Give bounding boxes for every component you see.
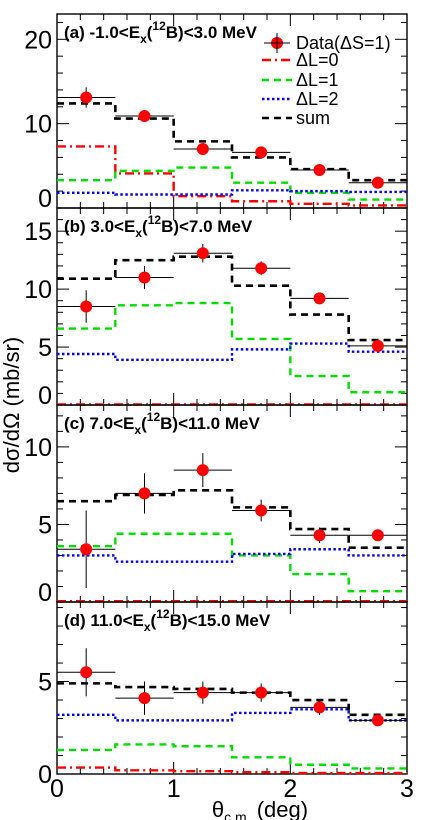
data-point [138,110,151,123]
y-tick-label: 10 [24,276,52,304]
x-axis-label: θc.m. (deg) [212,797,308,820]
data-point [313,164,326,177]
y-tick-label: 15 [24,218,52,246]
series-l2-step [57,708,407,722]
panel-c: 0 5 10 (c) 7.0<Ex(12B)<11.0 MeV [24,404,408,607]
series-l2-step [57,189,407,196]
x-tick-label: 0 [50,775,64,803]
y-tick-label: 5 [38,334,52,362]
data-point [255,262,268,275]
series-l0-step [57,766,407,775]
data-point [371,529,384,542]
legend-label: sum [296,108,330,128]
legend-label: Data(ΔS=1) [296,33,391,53]
y-tick-label: 5 [38,511,52,539]
data-point [196,464,209,477]
y-tick-label: 10 [24,111,52,139]
y-axis-label: dσ/dΩ (mb/sr) [0,337,24,473]
series-l1-step [57,301,407,394]
y-tick-label: 0 [38,185,52,213]
panel-title: (d) 11.0<Ex(12B)<15.0 MeV [64,607,271,634]
panel-b: 0 5 10 15 (b) 3.0<Ex(12B)<7.0 MeV [24,207,408,410]
series-l0-step [57,145,407,207]
y-tick-label: 0 [38,761,52,789]
data-point [80,91,93,104]
data-point [80,666,93,679]
data-point [313,701,326,714]
panel-frame [56,601,408,775]
series-l1-step [57,743,407,770]
panel-d: 0 5 (d) 11.0<Ex(12B)<15.0 MeV 0 1 2 3 [38,601,414,803]
data-point [80,300,93,313]
data-point [371,339,384,352]
legend-label: ΔL=1 [296,70,339,90]
data-point [80,543,93,556]
data-point [371,176,384,189]
data-point [255,686,268,699]
series-sum-step [57,102,407,182]
data-point [196,142,209,155]
x-tick-label: 2 [283,775,297,803]
data-point [138,692,151,705]
data-point [138,271,151,284]
panel-title: (b) 3.0<Ex(12B)<7.0 MeV [64,213,253,240]
y-tick-label: 0 [38,382,52,410]
series-l2-step [57,548,407,563]
series-sum-step [57,682,407,717]
y-tick-label: 20 [24,26,52,54]
legend-label: ΔL=0 [296,50,339,70]
legend-label: ΔL=2 [296,89,339,109]
panel-frame [56,404,408,603]
x-tick-label: 3 [400,775,414,803]
y-tick-label: 0 [38,579,52,607]
panel-title: (a) -1.0<Ex(12B)<3.0 MeV [64,19,258,46]
data-point [371,714,384,727]
series-l1-step [57,166,407,201]
series-sum-step [57,255,407,342]
y-tick-label: 5 [38,669,52,697]
data-point [313,292,326,305]
data-point [196,686,209,699]
data-point [255,504,268,517]
x-tick-label: 1 [167,775,181,803]
series-sum-step [57,489,407,550]
data-point [138,487,151,500]
data-point [196,247,209,260]
data-point [313,529,326,542]
data-point [255,146,268,159]
panel-title: (c) 7.0<Ex(12B)<11.0 MeV [64,410,260,437]
y-tick-label: 10 [24,434,52,462]
